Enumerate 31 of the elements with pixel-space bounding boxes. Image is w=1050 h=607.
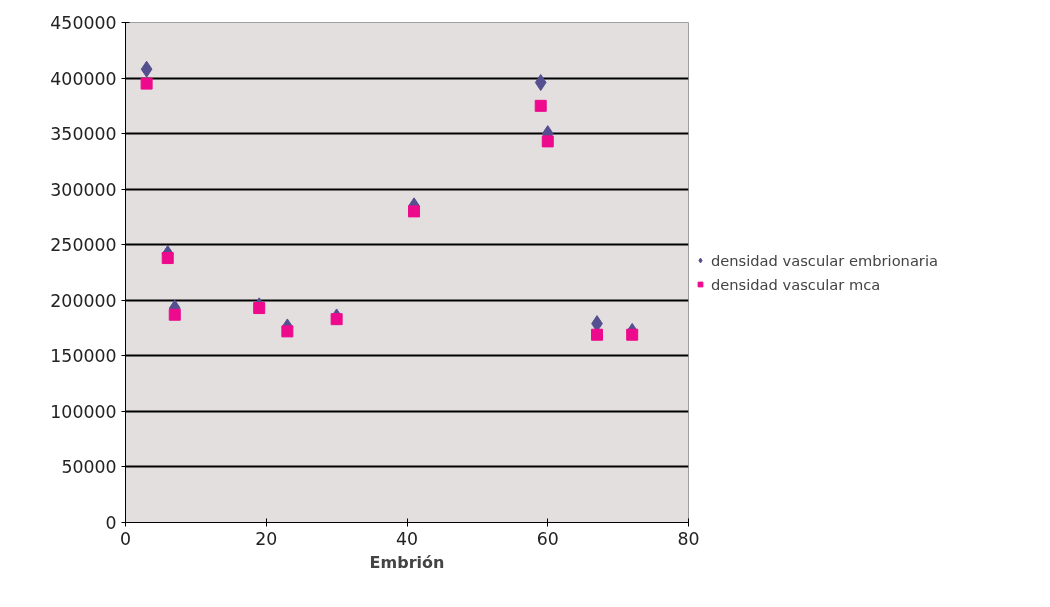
x-tick-label: 20 [255, 528, 278, 549]
y-tick-label: 300000 [50, 179, 117, 200]
y-tick-label: 100000 [50, 401, 117, 422]
y-tick-label: 250000 [50, 235, 117, 256]
x-axis-title: Embrión [369, 552, 445, 572]
y-tick-label: 450000 [50, 13, 117, 33]
x-tick-label: 40 [395, 528, 419, 549]
y-tick-label: 50000 [61, 457, 117, 478]
point [626, 328, 639, 341]
point [168, 308, 181, 321]
point [534, 99, 547, 112]
point [140, 60, 153, 78]
y-tick-label: 350000 [50, 124, 117, 145]
point [408, 205, 421, 218]
point [161, 252, 174, 265]
x-tick-label: 0 [119, 528, 132, 549]
point [281, 325, 294, 338]
y-tick-label: 150000 [50, 346, 117, 367]
point [253, 302, 266, 315]
y-tick-label: 400000 [50, 68, 117, 89]
y-tick-label: 200000 [50, 290, 117, 311]
point [534, 74, 547, 91]
point [591, 328, 604, 341]
point [330, 313, 343, 326]
legend-label: densidad vascular embrionaria [711, 251, 938, 269]
legend-label: densidad vascular mca [711, 275, 881, 293]
point [541, 135, 554, 148]
x-tick-label: 60 [536, 528, 559, 549]
y-tick-label: 0 [105, 513, 117, 533]
point [140, 77, 153, 90]
x-tick-label: 80 [677, 528, 700, 549]
